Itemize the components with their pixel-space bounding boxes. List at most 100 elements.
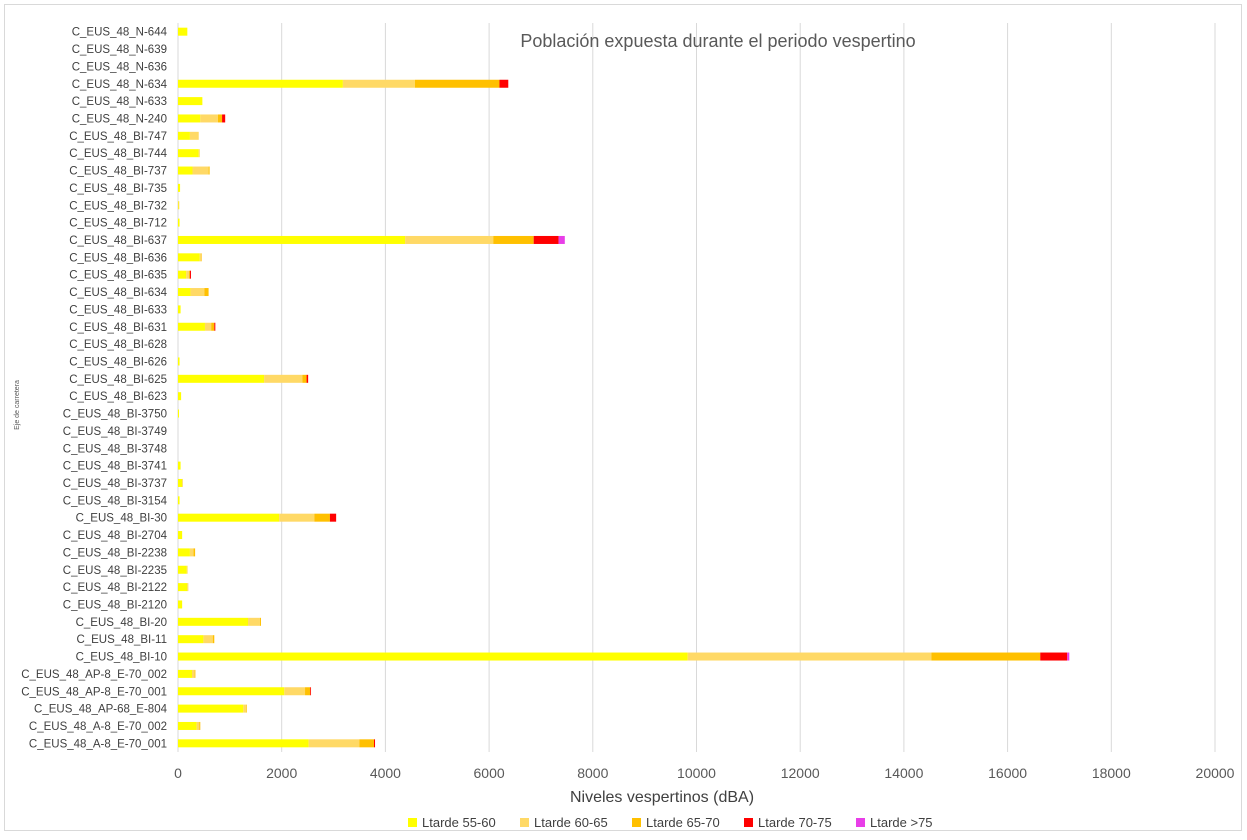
category-label: C_EUS_48_N-644 — [72, 27, 168, 39]
category-label: C_EUS_48_A-8_E-70_002 — [29, 721, 167, 733]
category-label: C_EUS_48_BI-735 — [69, 183, 167, 195]
bar-segment — [211, 322, 215, 331]
bar-segment — [178, 218, 180, 227]
bar-segment — [533, 235, 559, 244]
bar-segment — [189, 131, 199, 140]
bar-segment — [189, 548, 194, 557]
category-label: C_EUS_48_BI-737 — [69, 166, 167, 178]
x-tick-label: 18000 — [1092, 765, 1131, 781]
category-label: C_EUS_48_BI-634 — [69, 287, 167, 299]
bar-segment — [208, 166, 210, 175]
bar-segment — [178, 721, 197, 730]
bar-segment — [178, 409, 180, 418]
x-tick-label: 14000 — [884, 765, 923, 781]
bar-segment — [342, 79, 415, 88]
bar-segment — [405, 235, 494, 244]
bar-segment — [305, 687, 311, 696]
bar-segment — [178, 201, 179, 210]
category-labels: C_EUS_48_A-8_E-70_001 C_EUS_48_A-8_E-70_0… — [21, 27, 167, 751]
bar-segment — [178, 270, 187, 279]
category-label: C_EUS_48_BI-3154 — [63, 495, 168, 507]
bar-segment — [178, 635, 204, 644]
legend-label: Ltarde 55-60 — [422, 815, 496, 830]
legend: Ltarde 55-60 Ltarde 60-65 Ltarde 65-70 Ltar… — [408, 815, 933, 830]
legend-label: Ltarde 65-70 — [646, 815, 720, 830]
x-tick-label: 10000 — [677, 765, 716, 781]
bar-segment — [178, 687, 285, 696]
bar-segment — [243, 704, 246, 713]
bar-segment — [687, 652, 932, 661]
category-label: C_EUS_48_BI-2235 — [63, 565, 167, 577]
bar-segment — [178, 288, 191, 297]
x-tick-label: 8000 — [577, 765, 608, 781]
bar-segment — [217, 114, 223, 123]
bar-segment — [178, 600, 183, 609]
category-label: C_EUS_48_BI-3750 — [63, 409, 167, 421]
bar-segment — [200, 114, 218, 123]
bar-segment — [178, 565, 187, 574]
bar-segment — [178, 253, 200, 262]
category-label: C_EUS_48_BI-3749 — [63, 426, 167, 438]
bar-segment — [178, 114, 201, 123]
category-label: C_EUS_48_BI-11 — [76, 634, 167, 646]
category-label: C_EUS_48_BI-10 — [76, 652, 167, 664]
bar-segment — [212, 635, 215, 644]
bar-segment — [178, 478, 183, 487]
bar-segment — [1040, 652, 1068, 661]
category-label: C_EUS_48_BI-3741 — [63, 461, 167, 473]
category-label: C_EUS_48_BI-30 — [76, 513, 167, 525]
category-label: C_EUS_48_BI-635 — [69, 270, 167, 282]
bar-segment — [188, 270, 190, 279]
x-axis-label: Niveles vespertinos (dBA) — [570, 789, 754, 806]
bar-segment — [499, 79, 509, 88]
bar-segment — [178, 548, 190, 557]
bar-segment — [247, 617, 260, 626]
category-label: C_EUS_48_N-633 — [72, 96, 167, 108]
category-label: C_EUS_48_BI-20 — [76, 617, 167, 629]
category-label: C_EUS_48_BI-625 — [69, 374, 167, 386]
bar-segment — [191, 669, 195, 678]
x-tick-label: 12000 — [781, 765, 820, 781]
bar-segment — [264, 374, 303, 383]
category-label: C_EUS_48_N-639 — [72, 44, 167, 56]
category-label: C_EUS_48_A-8_E-70_001 — [29, 738, 167, 750]
category-label: C_EUS_48_N-240 — [72, 113, 167, 125]
bar-segment — [558, 235, 565, 244]
category-label: C_EUS_48_BI-636 — [69, 252, 167, 264]
bars — [178, 27, 1070, 748]
bar-segment — [204, 288, 209, 297]
y-axis-label: Eje de carretera — [14, 380, 21, 430]
bar-segment — [178, 322, 205, 331]
x-tick-labels: 0 2000 4000 6000 8000 10000 12000 14000 16000 180… — [174, 765, 1235, 781]
bar-segment — [178, 652, 688, 661]
bar-segment — [178, 305, 181, 314]
bar-segment — [182, 478, 183, 487]
category-label: C_EUS_48_AP-8_E-70_001 — [21, 686, 167, 698]
bar-segment — [178, 531, 183, 540]
bar-segment — [198, 149, 200, 158]
legend-swatch — [744, 818, 753, 827]
bar-segment — [359, 739, 374, 748]
bar-segment — [199, 253, 201, 262]
chart-title: Población expuesta durante el periodo ve… — [520, 31, 915, 51]
bar-segment — [302, 374, 307, 383]
bar-segment — [178, 617, 248, 626]
bar-segment — [186, 270, 189, 279]
x-tick-label: 0 — [174, 765, 182, 781]
legend-swatch — [856, 818, 865, 827]
bar-segment — [306, 374, 309, 383]
x-tick-label: 6000 — [474, 765, 505, 781]
bar-segment — [178, 183, 181, 192]
x-tick-label: 4000 — [370, 765, 401, 781]
bar-segment — [178, 235, 406, 244]
bar-segment — [214, 322, 216, 331]
bar-segment — [493, 235, 534, 244]
bar-segment — [196, 721, 200, 730]
category-label: C_EUS_48_N-634 — [72, 79, 168, 91]
bar-segment — [178, 27, 188, 36]
legend-swatch — [408, 818, 417, 827]
category-label: C_EUS_48_AP-8_E-70_002 — [21, 669, 167, 681]
bar-segment — [222, 114, 226, 123]
chart-frame — [4, 4, 1242, 831]
